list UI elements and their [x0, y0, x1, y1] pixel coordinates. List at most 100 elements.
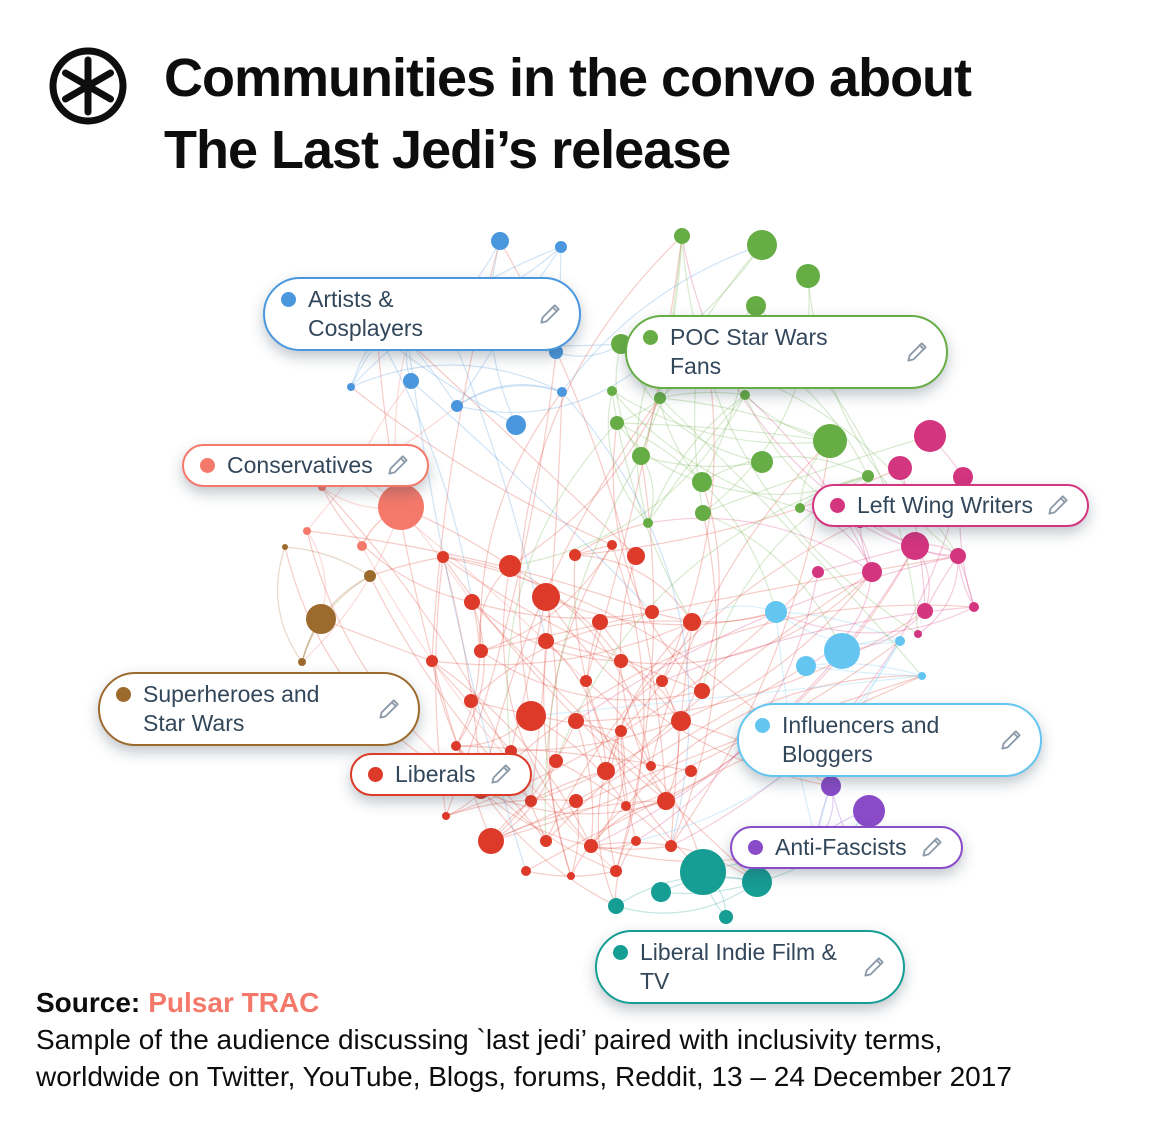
network-node-liberals[interactable] [442, 812, 450, 820]
network-node-left-wing-writers[interactable] [917, 603, 933, 619]
network-node-liberals[interactable] [631, 836, 641, 846]
network-node-left-wing-writers[interactable] [914, 420, 946, 452]
network-node-artists-cosplayers[interactable] [403, 373, 419, 389]
network-node-poc-star-wars-fans[interactable] [747, 230, 777, 260]
network-node-left-wing-writers[interactable] [969, 602, 979, 612]
network-node-liberals[interactable] [567, 872, 575, 880]
network-node-liberals[interactable] [464, 594, 480, 610]
network-node-liberals[interactable] [621, 801, 631, 811]
network-node-poc-star-wars-fans[interactable] [740, 390, 750, 400]
network-node-liberals[interactable] [592, 614, 608, 630]
network-node-liberals[interactable] [521, 866, 531, 876]
network-node-poc-star-wars-fans[interactable] [632, 447, 650, 465]
community-pill-conservatives[interactable]: Conservatives [182, 444, 429, 487]
network-node-artists-cosplayers[interactable] [557, 387, 567, 397]
edit-icon[interactable] [488, 761, 514, 787]
network-node-conservatives[interactable] [378, 484, 424, 530]
network-node-liberals[interactable] [540, 835, 552, 847]
network-node-left-wing-writers[interactable] [901, 532, 929, 560]
network-node-conservatives[interactable] [303, 527, 311, 535]
network-node-superheroes-star-wars[interactable] [364, 570, 376, 582]
network-node-liberals[interactable] [645, 605, 659, 619]
network-node-liberal-indie-film-tv[interactable] [680, 849, 726, 895]
network-node-liberals[interactable] [671, 711, 691, 731]
community-pill-artists-cosplayers[interactable]: Artists & Cosplayers [263, 277, 581, 351]
network-node-influencers-bloggers[interactable] [796, 656, 816, 676]
network-node-poc-star-wars-fans[interactable] [796, 264, 820, 288]
source-value-link[interactable]: Pulsar TRAC [148, 987, 320, 1018]
network-node-poc-star-wars-fans[interactable] [862, 470, 874, 482]
network-node-poc-star-wars-fans[interactable] [674, 228, 690, 244]
community-pill-liberal-indie-film-tv[interactable]: Liberal Indie Film & TV [595, 930, 905, 1004]
network-node-liberals[interactable] [584, 839, 598, 853]
network-node-liberals[interactable] [627, 547, 645, 565]
edit-icon[interactable] [919, 834, 945, 860]
community-pill-anti-fascists[interactable]: Anti-Fascists [730, 826, 963, 869]
network-node-liberals[interactable] [657, 792, 675, 810]
network-node-liberals[interactable] [437, 551, 449, 563]
network-node-left-wing-writers[interactable] [888, 456, 912, 480]
network-node-anti-fascists[interactable] [853, 795, 885, 827]
network-node-liberals[interactable] [499, 555, 521, 577]
network-node-liberals[interactable] [525, 795, 537, 807]
network-node-liberal-indie-film-tv[interactable] [651, 882, 671, 902]
network-node-poc-star-wars-fans[interactable] [610, 416, 624, 430]
community-pill-influencers-bloggers[interactable]: Influencers and Bloggers [737, 703, 1042, 777]
network-node-artists-cosplayers[interactable] [491, 232, 509, 250]
network-node-superheroes-star-wars[interactable] [298, 658, 306, 666]
network-node-liberals[interactable] [665, 840, 677, 852]
network-node-liberals[interactable] [646, 761, 656, 771]
network-node-liberals[interactable] [694, 683, 710, 699]
community-pill-superheroes-star-wars[interactable]: Superheroes and Star Wars [98, 672, 420, 746]
network-node-poc-star-wars-fans[interactable] [813, 424, 847, 458]
network-node-influencers-bloggers[interactable] [918, 672, 926, 680]
network-node-liberals[interactable] [538, 633, 554, 649]
network-node-liberals[interactable] [474, 644, 488, 658]
community-pill-liberals[interactable]: Liberals [350, 753, 532, 796]
network-node-liberals[interactable] [516, 701, 546, 731]
network-node-anti-fascists[interactable] [821, 776, 841, 796]
edit-icon[interactable] [1045, 492, 1071, 518]
network-node-liberals[interactable] [614, 654, 628, 668]
network-node-liberals[interactable] [569, 549, 581, 561]
network-node-left-wing-writers[interactable] [950, 548, 966, 564]
network-node-liberal-indie-film-tv[interactable] [719, 910, 733, 924]
edit-icon[interactable] [998, 727, 1024, 753]
network-node-influencers-bloggers[interactable] [765, 601, 787, 623]
network-node-liberals[interactable] [478, 828, 504, 854]
network-node-liberals[interactable] [597, 762, 615, 780]
network-node-liberals[interactable] [464, 694, 478, 708]
network-node-artists-cosplayers[interactable] [506, 415, 526, 435]
network-node-liberals[interactable] [685, 765, 697, 777]
network-node-poc-star-wars-fans[interactable] [746, 296, 766, 316]
network-node-liberals[interactable] [569, 794, 583, 808]
edit-icon[interactable] [385, 452, 411, 478]
network-node-poc-star-wars-fans[interactable] [795, 503, 805, 513]
network-node-poc-star-wars-fans[interactable] [692, 472, 712, 492]
network-node-liberal-indie-film-tv[interactable] [608, 898, 624, 914]
network-node-influencers-bloggers[interactable] [824, 633, 860, 669]
network-node-artists-cosplayers[interactable] [555, 241, 567, 253]
network-node-liberals[interactable] [532, 583, 560, 611]
edit-icon[interactable] [376, 696, 402, 722]
network-node-poc-star-wars-fans[interactable] [643, 518, 653, 528]
network-node-liberals[interactable] [426, 655, 438, 667]
network-node-influencers-bloggers[interactable] [895, 636, 905, 646]
network-node-liberals[interactable] [580, 675, 592, 687]
network-node-liberals[interactable] [568, 713, 584, 729]
network-node-left-wing-writers[interactable] [812, 566, 824, 578]
network-node-artists-cosplayers[interactable] [347, 383, 355, 391]
network-node-poc-star-wars-fans[interactable] [751, 451, 773, 473]
network-node-poc-star-wars-fans[interactable] [654, 392, 666, 404]
network-node-conservatives[interactable] [357, 541, 367, 551]
network-node-liberals[interactable] [683, 613, 701, 631]
edit-icon[interactable] [537, 301, 563, 327]
network-node-liberals[interactable] [549, 754, 563, 768]
network-node-liberals[interactable] [615, 725, 627, 737]
edit-icon[interactable] [861, 954, 887, 980]
edit-icon[interactable] [904, 339, 930, 365]
network-node-superheroes-star-wars[interactable] [306, 604, 336, 634]
network-node-liberals[interactable] [607, 540, 617, 550]
network-node-superheroes-star-wars[interactable] [282, 544, 288, 550]
community-pill-poc-star-wars-fans[interactable]: POC Star Wars Fans [625, 315, 948, 389]
